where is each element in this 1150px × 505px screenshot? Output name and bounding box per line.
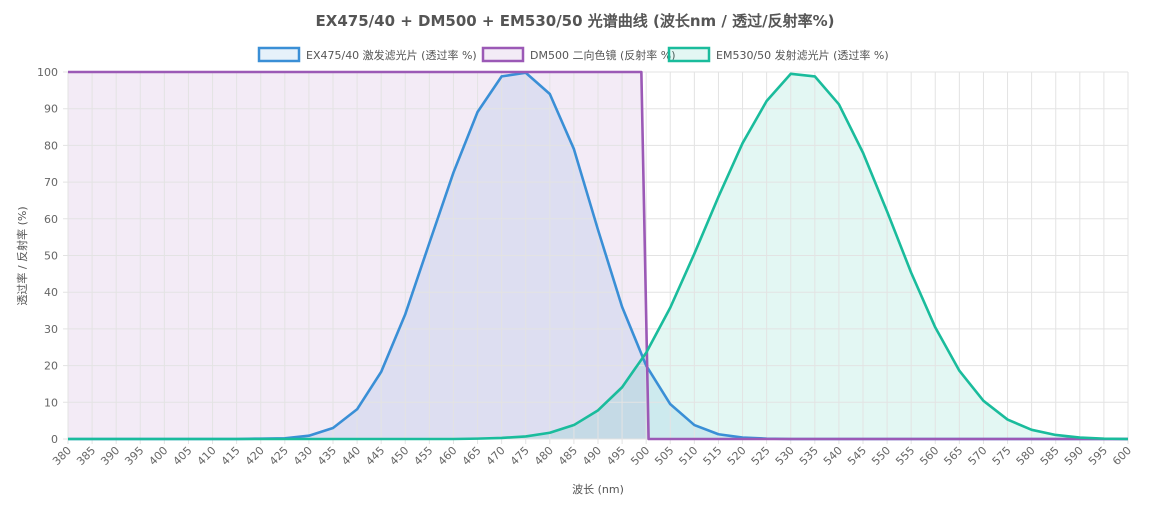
legend-swatch xyxy=(481,46,525,63)
x-tick-label: 445 xyxy=(363,444,387,468)
x-tick-label: 540 xyxy=(821,444,845,468)
x-tick-label: 460 xyxy=(436,444,460,468)
x-tick-label: 585 xyxy=(1038,444,1062,468)
x-tick-label: 475 xyxy=(508,444,532,468)
y-tick-label: 60 xyxy=(44,213,58,226)
x-tick-label: 420 xyxy=(243,444,267,468)
legend-label: EX475/40 激发滤光片 (透过率 %) xyxy=(306,48,477,62)
x-tick-label: 480 xyxy=(532,444,556,468)
x-tick-label: 570 xyxy=(966,444,990,468)
x-tick-label: 525 xyxy=(749,444,773,468)
legend-swatch xyxy=(257,46,301,63)
plot-lines xyxy=(68,70,1129,441)
x-tick-label: 405 xyxy=(171,444,195,468)
x-tick-label: 395 xyxy=(122,444,146,468)
chart-title: EX475/40 + DM500 + EM530/50 光谱曲线 (波长nm /… xyxy=(316,12,835,30)
x-tick-label: 555 xyxy=(893,444,917,468)
x-tick-label: 455 xyxy=(411,444,435,468)
x-tick-label: 450 xyxy=(387,444,411,468)
x-tick-label: 520 xyxy=(725,444,749,468)
x-tick-label: 575 xyxy=(990,444,1014,468)
x-tick-label: 425 xyxy=(267,444,291,468)
y-tick-label: 0 xyxy=(51,433,58,446)
x-tick-label: 495 xyxy=(604,444,628,468)
x-tick-label: 590 xyxy=(1062,444,1086,468)
y-tick-label: 90 xyxy=(44,103,58,116)
x-tick-label: 580 xyxy=(1014,444,1038,468)
x-tick-label: 415 xyxy=(219,444,243,468)
legend-label: EM530/50 发射滤光片 (透过率 %) xyxy=(716,48,889,62)
y-tick-label: 40 xyxy=(44,286,58,299)
x-tick-label: 560 xyxy=(917,444,941,468)
y-tick-label: 100 xyxy=(37,66,58,79)
x-tick-label: 535 xyxy=(797,444,821,468)
legend-item-2[interactable]: EM530/50 发射滤光片 (透过率 %) xyxy=(667,46,889,63)
y-tick-label: 70 xyxy=(44,176,58,189)
x-tick-label: 600 xyxy=(1110,444,1134,468)
x-tick-label: 400 xyxy=(146,444,170,468)
legend: EX475/40 激发滤光片 (透过率 %) DM500 二向色镜 (反射率 %)… xyxy=(257,46,889,63)
x-tick-label: 545 xyxy=(845,444,869,468)
x-tick-label: 490 xyxy=(580,444,604,468)
x-tick-label: 505 xyxy=(652,444,676,468)
series-line-2 xyxy=(68,72,1129,441)
y-tick-label: 10 xyxy=(44,396,58,409)
x-tick-label: 390 xyxy=(98,444,122,468)
x-tick-label: 595 xyxy=(1086,444,1110,468)
y-tick-label: 20 xyxy=(44,360,58,373)
y-tick-label: 50 xyxy=(44,250,58,263)
y-axis-label: 透过率 / 反射率 (%) xyxy=(15,206,29,305)
legend-item-0[interactable]: EX475/40 激发滤光片 (透过率 %) xyxy=(257,46,477,63)
legend-item-1[interactable]: DM500 二向色镜 (反射率 %) xyxy=(481,46,675,63)
x-tick-label: 470 xyxy=(484,444,508,468)
x-tick-label: 430 xyxy=(291,444,315,468)
x-axis-label: 波长 (nm) xyxy=(572,483,624,496)
y-tick-label: 30 xyxy=(44,323,58,336)
y-tick-label: 80 xyxy=(44,139,58,152)
x-tick-label: 565 xyxy=(941,444,965,468)
grid xyxy=(63,71,1129,444)
x-tick-label: 530 xyxy=(773,444,797,468)
x-tick-label: 380 xyxy=(50,444,74,468)
x-tick-label: 440 xyxy=(339,444,363,468)
x-tick-label: 385 xyxy=(74,444,98,468)
legend-swatch xyxy=(667,46,711,63)
legend-label: DM500 二向色镜 (反射率 %) xyxy=(530,48,675,62)
series-line-1 xyxy=(68,70,1128,441)
x-tick-label: 500 xyxy=(628,444,652,468)
x-tick-label: 410 xyxy=(195,444,219,468)
x-tick-label: 485 xyxy=(556,444,580,468)
x-tick-label: 465 xyxy=(460,444,484,468)
x-tick-label: 515 xyxy=(701,444,725,468)
x-tick-label: 510 xyxy=(676,444,700,468)
x-tick-label: 550 xyxy=(869,444,893,468)
x-tick-label: 435 xyxy=(315,444,339,468)
